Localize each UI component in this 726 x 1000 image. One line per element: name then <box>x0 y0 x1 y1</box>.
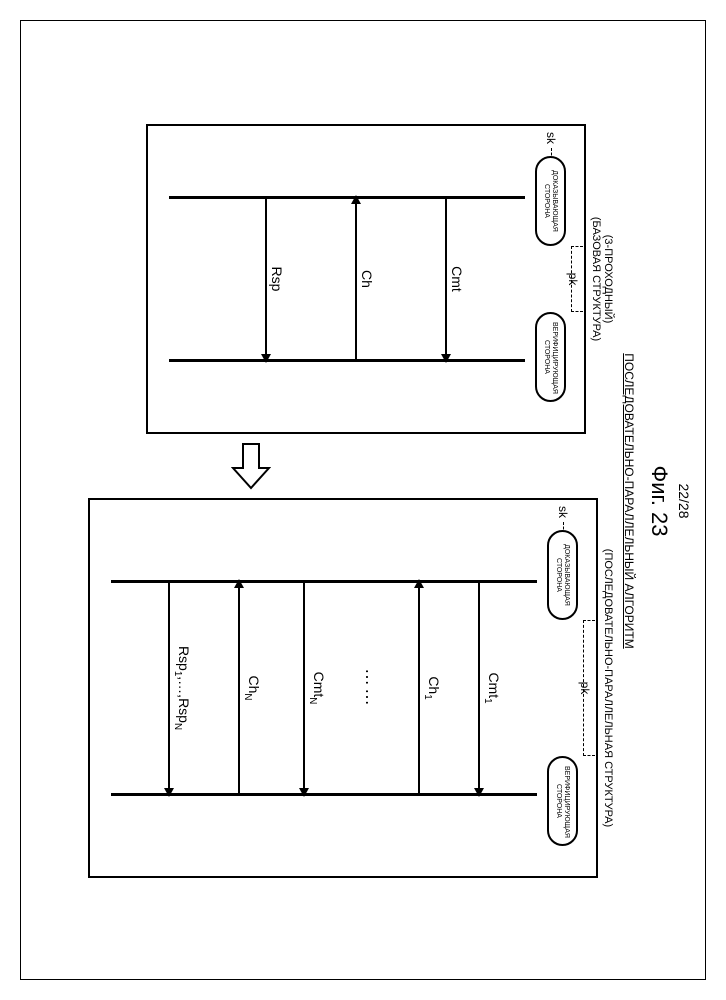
party-row-left: ДОКАЗЫВАЮЩАЯ СТОРОНА ВЕРИФИЦИРУЮЩАЯ СТОР… <box>535 126 584 432</box>
left-subtitle-line1: (3-ПРОХОДНЫЙ) <box>602 235 614 324</box>
arrow-cmt <box>445 196 447 362</box>
left-panel-wrapper: (3-ПРОХОДНЫЙ) (БАЗОВАЯ СТРУКТУРА) pk sk … <box>146 124 614 434</box>
msg-rsp-label: Rsp <box>269 267 285 292</box>
verifier-box-right: ВЕРИФИЦИРУЮЩАЯ СТОРОНА <box>547 756 578 846</box>
arrow-rsp <box>265 196 267 362</box>
prover-timeline-left <box>169 196 525 199</box>
msg-cmtn: CmtN <box>303 580 327 796</box>
page-frame: 22/28 Фиг. 23 ПОСЛЕДОВАТЕЛЬНО-ПАРАЛЛЕЛЬН… <box>20 20 706 980</box>
diagram-title: ПОСЛЕДОВАТЕЛЬНО-ПАРАЛЛЕЛЬНЫЙ АЛГОРИТМ <box>622 36 636 966</box>
msg-cmt1-label: Cmt1 <box>482 672 502 703</box>
verifier-box-left: ВЕРИФИЦИРУЮЩАЯ СТОРОНА <box>535 312 566 402</box>
msg-ch: Ch <box>355 196 375 362</box>
rotated-canvas: 22/28 Фиг. 23 ПОСЛЕДОВАТЕЛЬНО-ПАРАЛЛЕЛЬН… <box>36 36 692 966</box>
arrow-chn <box>238 580 240 796</box>
left-subtitle: (3-ПРОХОДНЫЙ) (БАЗОВАЯ СТРУКТУРА) <box>590 124 614 434</box>
msg-rsp: Rsp <box>265 196 285 362</box>
right-panel: pk sk ДОКАЗЫВАЮЩАЯ СТОРОНА ВЕРИФИЦИРУЮЩА… <box>88 498 598 878</box>
vertical-dots: …… <box>361 668 382 708</box>
arrow-cmt1 <box>478 580 480 796</box>
msg-chn: ChN <box>238 580 262 796</box>
left-subtitle-line2: (БАЗОВАЯ СТРУКТУРА) <box>590 217 602 341</box>
party-row-right: ДОКАЗЫВАЮЩАЯ СТОРОНА ВЕРИФИЦИРУЮЩАЯ СТОР… <box>547 500 596 876</box>
timeline-left: Cmt Ch Rsp <box>159 126 525 432</box>
header: 22/28 Фиг. 23 <box>646 36 692 966</box>
arrow-cmtn <box>303 580 305 796</box>
msg-cmtn-label: CmtN <box>307 672 327 705</box>
msg-cmt: Cmt <box>445 196 465 362</box>
arrow-rsp-all <box>168 580 170 796</box>
timeline-right: Cmt1 Ch1 …… CmtN ChN <box>101 500 537 876</box>
msg-ch1-label: Ch1 <box>422 676 442 699</box>
msg-cmt-label: Cmt <box>449 266 465 292</box>
arrow-ch1 <box>418 580 420 796</box>
transform-arrow <box>231 442 271 490</box>
msg-rsp-all-label: Rsp1,…,RspN <box>172 646 192 730</box>
left-panel: pk sk ДОКАЗЫВАЮЩАЯ СТОРОНА ВЕРИФИЦИРУЮЩА… <box>146 124 586 434</box>
verifier-timeline-left <box>169 359 525 362</box>
msg-chn-label: ChN <box>242 676 262 701</box>
right-panel-wrapper: (ПОСЛЕДОВАТЕЛЬНО-ПАРАЛЛЕЛЬНАЯ СТРУКТУРА)… <box>88 498 614 878</box>
page-counter: 22/28 <box>676 36 692 966</box>
arrow-ch <box>355 196 357 362</box>
arrow-icon <box>231 442 271 490</box>
panels-row: (3-ПРОХОДНЫЙ) (БАЗОВАЯ СТРУКТУРА) pk sk … <box>88 36 614 966</box>
figure-label: Фиг. 23 <box>646 36 672 966</box>
prover-box-left: ДОКАЗЫВАЮЩАЯ СТОРОНА <box>535 156 566 246</box>
msg-ch1: Ch1 <box>418 580 442 796</box>
msg-cmt1: Cmt1 <box>478 580 502 796</box>
msg-ch-label: Ch <box>359 270 375 288</box>
msg-rsp-all: Rsp1,…,RspN <box>168 580 192 796</box>
prover-box-right: ДОКАЗЫВАЮЩАЯ СТОРОНА <box>547 530 578 620</box>
right-subtitle: (ПОСЛЕДОВАТЕЛЬНО-ПАРАЛЛЕЛЬНАЯ СТРУКТУРА) <box>602 498 614 878</box>
